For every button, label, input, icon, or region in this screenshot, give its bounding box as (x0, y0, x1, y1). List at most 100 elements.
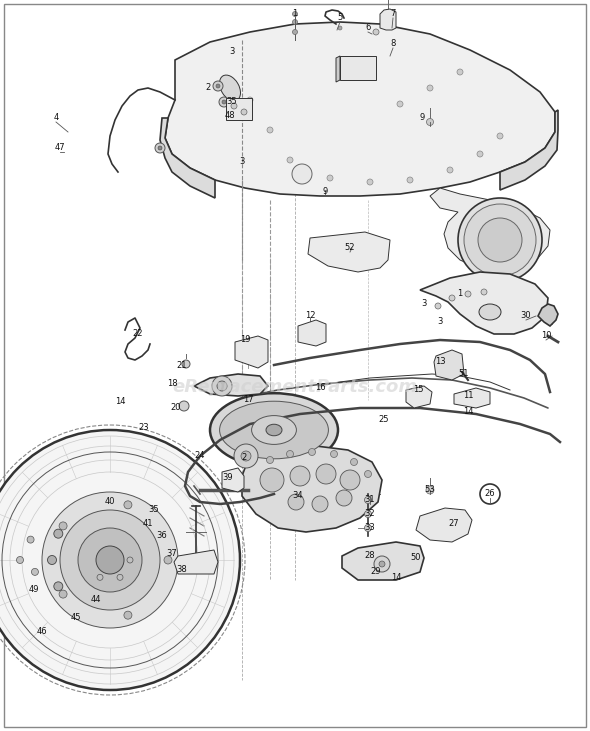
Text: 24: 24 (195, 452, 205, 461)
Text: 14: 14 (114, 398, 125, 406)
Text: 51: 51 (459, 369, 469, 379)
Circle shape (327, 175, 333, 181)
Text: 13: 13 (435, 357, 445, 366)
Circle shape (367, 179, 373, 185)
Circle shape (54, 529, 63, 538)
Circle shape (117, 575, 123, 580)
Circle shape (407, 177, 413, 183)
Text: 39: 39 (222, 474, 233, 482)
Text: 48: 48 (225, 112, 235, 121)
Text: 12: 12 (305, 311, 315, 320)
Polygon shape (242, 446, 382, 532)
Circle shape (219, 97, 229, 107)
Circle shape (481, 289, 487, 295)
Circle shape (260, 468, 284, 492)
Circle shape (336, 490, 352, 506)
Circle shape (60, 510, 160, 610)
Polygon shape (420, 272, 548, 334)
Bar (340, 56, 376, 80)
Text: 29: 29 (371, 567, 381, 577)
Circle shape (290, 466, 310, 486)
Text: 52: 52 (345, 243, 355, 252)
Circle shape (27, 536, 34, 543)
Text: 33: 33 (365, 523, 375, 532)
Circle shape (379, 561, 385, 567)
Circle shape (397, 101, 403, 107)
Circle shape (365, 510, 372, 518)
Text: 53: 53 (425, 485, 435, 494)
Circle shape (216, 84, 220, 88)
Text: 9: 9 (322, 187, 327, 197)
Circle shape (267, 127, 273, 133)
Circle shape (427, 118, 434, 126)
Polygon shape (406, 386, 432, 408)
Polygon shape (160, 118, 215, 198)
Circle shape (365, 471, 372, 477)
Text: eReplacementParts.com: eReplacementParts.com (172, 379, 418, 396)
Text: 21: 21 (177, 362, 187, 371)
Circle shape (435, 303, 441, 309)
Polygon shape (538, 304, 558, 326)
Polygon shape (336, 56, 340, 82)
Text: 2: 2 (241, 453, 247, 463)
Circle shape (59, 590, 67, 598)
Text: 1: 1 (457, 289, 463, 298)
Text: 28: 28 (365, 551, 375, 561)
Text: 35: 35 (227, 97, 237, 107)
Circle shape (309, 449, 316, 455)
Ellipse shape (219, 75, 241, 101)
Ellipse shape (210, 393, 338, 467)
Circle shape (373, 29, 379, 35)
Polygon shape (430, 188, 550, 270)
Circle shape (182, 360, 190, 368)
Circle shape (247, 97, 253, 103)
Text: 40: 40 (105, 498, 115, 507)
Circle shape (212, 376, 232, 396)
Polygon shape (235, 336, 268, 368)
Circle shape (293, 20, 297, 25)
Circle shape (457, 69, 463, 75)
Text: 50: 50 (411, 553, 421, 562)
Text: 19: 19 (240, 336, 250, 344)
Circle shape (78, 528, 142, 592)
Ellipse shape (251, 416, 296, 444)
Circle shape (59, 522, 67, 530)
Circle shape (338, 26, 342, 30)
Circle shape (350, 458, 358, 466)
Text: 11: 11 (463, 392, 473, 401)
Circle shape (426, 486, 434, 494)
Text: 44: 44 (91, 596, 101, 605)
Text: 14: 14 (391, 574, 401, 583)
Ellipse shape (219, 401, 329, 459)
Circle shape (213, 81, 223, 91)
Text: 16: 16 (314, 384, 325, 393)
Circle shape (464, 204, 536, 276)
Text: 18: 18 (167, 379, 178, 388)
Circle shape (292, 164, 312, 184)
Text: 46: 46 (37, 627, 47, 637)
Text: 20: 20 (171, 404, 181, 412)
Text: 36: 36 (156, 531, 168, 540)
Text: 22: 22 (133, 330, 143, 338)
Text: 1: 1 (293, 10, 297, 18)
Circle shape (447, 167, 453, 173)
Circle shape (124, 501, 132, 509)
Polygon shape (165, 22, 555, 196)
Circle shape (312, 496, 328, 512)
Polygon shape (342, 542, 424, 580)
Text: 38: 38 (176, 566, 188, 575)
Circle shape (458, 198, 542, 282)
Text: 23: 23 (139, 423, 149, 433)
Text: 2: 2 (205, 83, 211, 93)
Text: 6: 6 (365, 23, 371, 32)
Text: 37: 37 (166, 550, 178, 558)
Circle shape (365, 525, 372, 531)
Polygon shape (380, 9, 396, 30)
Polygon shape (174, 550, 218, 574)
Text: 27: 27 (448, 520, 459, 529)
Circle shape (127, 557, 133, 563)
Text: 5: 5 (337, 13, 343, 23)
Circle shape (48, 556, 57, 564)
Text: 8: 8 (391, 39, 396, 48)
Circle shape (267, 456, 274, 463)
